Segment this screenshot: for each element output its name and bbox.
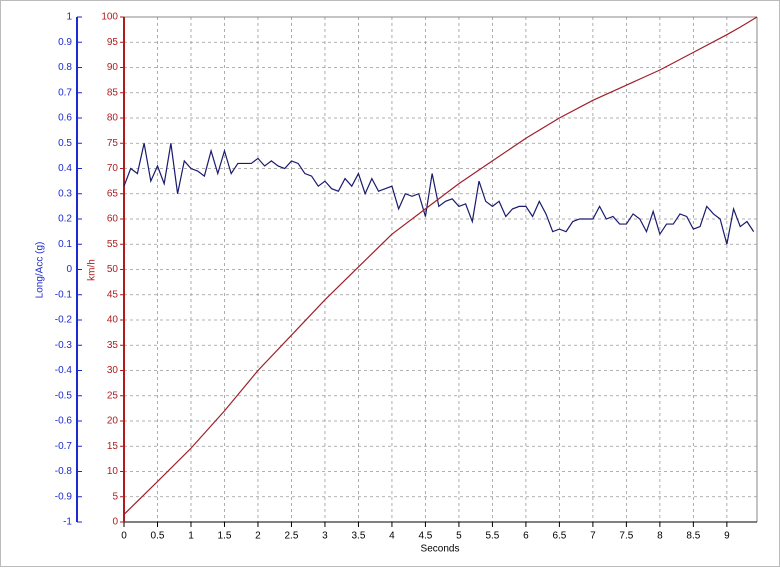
- x-tick-label: 8.5: [686, 531, 700, 542]
- x-tick-label: 0.5: [151, 531, 165, 542]
- y2-tick-label: 100: [101, 12, 118, 23]
- y-tick-label: -1: [63, 517, 72, 528]
- y2-tick-label: 50: [107, 264, 119, 275]
- x-tick-label: 0: [121, 531, 127, 542]
- x-tick-label: 8: [657, 531, 663, 542]
- y-tick-label: 0: [66, 264, 72, 275]
- y-tick-label: 0.4: [58, 163, 72, 174]
- x-tick-label: 3.5: [351, 531, 365, 542]
- y2-tick-label: 60: [107, 214, 119, 225]
- y-tick-label: 0.7: [58, 87, 72, 98]
- y2-tick-label: 65: [107, 188, 119, 199]
- y-tick-label: 0.5: [58, 138, 72, 149]
- y-tick-label: -0.3: [55, 340, 73, 351]
- x-tick-label: 6: [523, 531, 529, 542]
- y-axis-label: Long/Acc (g): [35, 242, 46, 299]
- y2-tick-label: 70: [107, 163, 119, 174]
- y2-tick-label: 5: [112, 491, 118, 502]
- y2-tick-label: 10: [107, 466, 119, 477]
- y2-tick-label: 90: [107, 62, 119, 73]
- y-tick-label: -0.5: [55, 390, 73, 401]
- y2-axis-label: km/h: [87, 259, 98, 281]
- y-tick-label: 0.1: [58, 239, 72, 250]
- x-tick-label: 1: [188, 531, 194, 542]
- series-line: [123, 16, 758, 515]
- x-tick-label: 7: [590, 531, 596, 542]
- y2-tick-label: 15: [107, 441, 119, 452]
- x-tick-label: 1.5: [218, 531, 232, 542]
- y-tick-label: -0.7: [55, 441, 73, 452]
- y-tick-label: -0.4: [55, 365, 73, 376]
- y-tick-label: -0.6: [55, 416, 73, 427]
- x-tick-label: 4: [389, 531, 395, 542]
- y2-tick-label: 75: [107, 138, 119, 149]
- x-axis-label: Seconds: [421, 544, 460, 555]
- y-tick-label: 0.3: [58, 188, 72, 199]
- y-tick-label: -0.9: [55, 491, 73, 502]
- x-tick-label: 3: [322, 531, 328, 542]
- x-tick-label: 9: [724, 531, 730, 542]
- y-tick-label: 0.2: [58, 214, 72, 225]
- x-tick-label: 6.5: [552, 531, 566, 542]
- y2-tick-label: 40: [107, 315, 119, 326]
- y2-tick-label: 25: [107, 390, 119, 401]
- y2-tick-label: 80: [107, 113, 119, 124]
- y-tick-label: 0.6: [58, 113, 72, 124]
- y-tick-label: 1: [66, 12, 72, 23]
- y2-tick-label: 30: [107, 365, 119, 376]
- y2-tick-label: 55: [107, 239, 119, 250]
- x-tick-label: 5.5: [485, 531, 499, 542]
- y2-tick-label: 35: [107, 340, 119, 351]
- y-tick-label: 0.9: [58, 37, 72, 48]
- y2-tick-label: 0: [112, 517, 118, 528]
- y2-tick-label: 95: [107, 37, 119, 48]
- x-tick-label: 2.5: [285, 531, 299, 542]
- y-tick-label: 0.8: [58, 62, 72, 73]
- x-tick-label: 2: [255, 531, 261, 542]
- y-tick-label: -0.8: [55, 466, 73, 477]
- x-tick-label: 4.5: [418, 531, 432, 542]
- y2-tick-label: 20: [107, 416, 119, 427]
- x-tick-label: 7.5: [619, 531, 633, 542]
- y-tick-label: -0.1: [55, 289, 73, 300]
- series-line: [123, 143, 755, 245]
- x-tick-label: 5: [456, 531, 462, 542]
- y2-tick-label: 45: [107, 289, 119, 300]
- y-tick-label: -0.2: [55, 315, 73, 326]
- y2-tick-label: 85: [107, 87, 119, 98]
